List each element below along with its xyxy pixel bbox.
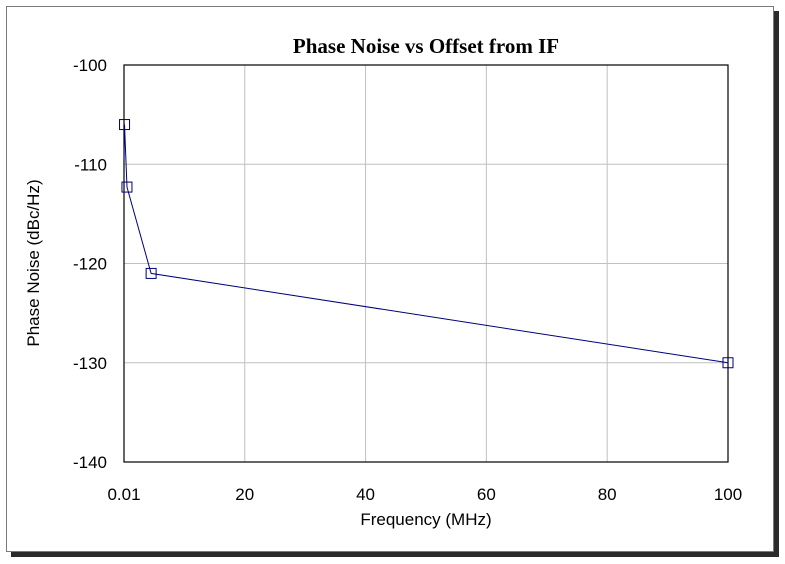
y-tick-label: -140 bbox=[73, 453, 107, 472]
x-tick-label: 20 bbox=[235, 485, 254, 504]
data-point-marker bbox=[119, 119, 131, 131]
x-tick-label: 60 bbox=[477, 485, 496, 504]
y-tick-label: -100 bbox=[73, 56, 107, 75]
data-point-marker bbox=[145, 267, 157, 279]
y-axis-label: Phase Noise (dBc/Hz) bbox=[24, 179, 43, 346]
x-tick-label: 40 bbox=[356, 485, 375, 504]
y-tick-label: -120 bbox=[73, 255, 107, 274]
series-group bbox=[119, 119, 734, 369]
y-tick-label: -130 bbox=[73, 354, 107, 373]
phase-noise-chart: Phase Noise vs Offset from IF 0.01 20 40 60… bbox=[24, 34, 742, 529]
grid bbox=[124, 65, 728, 462]
chart-frame: Phase Noise vs Offset from IF 0.01 20 40 60… bbox=[6, 6, 774, 552]
data-point-marker bbox=[722, 357, 734, 369]
chart-title: Phase Noise vs Offset from IF bbox=[293, 34, 559, 58]
tick-labels: 0.01 20 40 60 80 100 -100 -110 -120 -130 -140 bbox=[73, 56, 742, 504]
y-tick-label: -110 bbox=[74, 155, 107, 174]
x-tick-label: 0.01 bbox=[107, 485, 140, 504]
x-tick-label: 100 bbox=[714, 485, 742, 504]
x-tick-label: 80 bbox=[598, 485, 617, 504]
data-point-marker bbox=[121, 181, 133, 193]
x-axis-label: Frequency (MHz) bbox=[360, 510, 491, 529]
series-line bbox=[123, 124, 729, 364]
plot-area bbox=[123, 64, 729, 463]
